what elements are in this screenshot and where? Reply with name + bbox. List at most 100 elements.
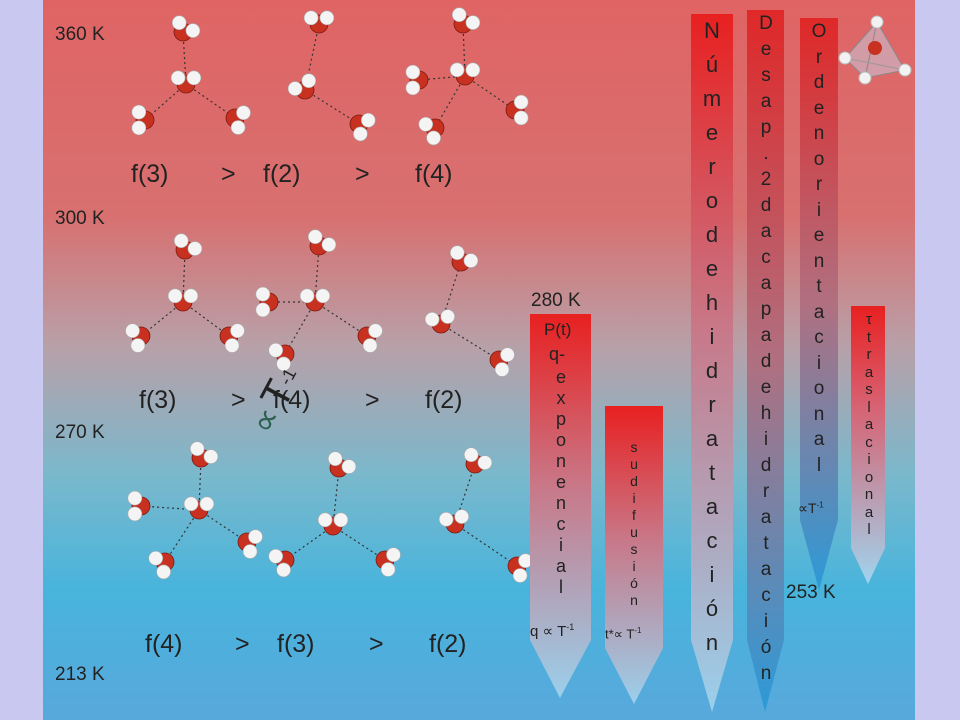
bar-letter: d bbox=[630, 473, 638, 489]
bar-letter: a bbox=[813, 301, 825, 323]
water-molecule bbox=[237, 529, 263, 559]
water-molecule bbox=[219, 323, 245, 353]
bar-letter: i bbox=[559, 535, 563, 555]
bar-letter: a bbox=[555, 556, 566, 576]
bar-letter: u bbox=[630, 524, 638, 540]
bar-letter: i bbox=[816, 199, 822, 221]
hydrogen-bond bbox=[464, 75, 516, 111]
bar-letter: n bbox=[555, 451, 566, 471]
bar-letter: p bbox=[760, 299, 772, 320]
rank-first: f(4) bbox=[145, 630, 183, 658]
water-molecule bbox=[451, 7, 481, 34]
hydrogen-bond bbox=[462, 23, 466, 77]
bar-letter: τ bbox=[866, 311, 872, 328]
bar-letter: ó bbox=[630, 575, 638, 591]
bar-letter: c bbox=[814, 327, 824, 348]
temp-label-280: 280 K bbox=[531, 290, 581, 311]
ptq-foot: q ∝ T-1 bbox=[530, 622, 574, 640]
diffusion-foot-exp: -1 bbox=[634, 626, 642, 635]
water-molecule bbox=[418, 116, 445, 146]
bar-letter: D bbox=[759, 13, 773, 34]
bar-letter: e bbox=[705, 120, 719, 145]
bar-letter: . bbox=[763, 143, 769, 164]
bar-letter: i bbox=[763, 429, 769, 450]
tetrahedron-icon bbox=[838, 15, 912, 85]
bar-letter: e bbox=[813, 225, 825, 246]
bar-ptq bbox=[530, 314, 591, 698]
water-molecule bbox=[268, 342, 295, 372]
water-molecule bbox=[268, 548, 295, 578]
bar-letter: i bbox=[816, 352, 822, 374]
temp-label-253: 253 K bbox=[786, 582, 836, 603]
bar-letter: e bbox=[705, 256, 719, 281]
bar-letter: e bbox=[760, 377, 772, 398]
hydrogen-bond bbox=[304, 89, 360, 125]
bar-letter: c bbox=[706, 528, 718, 553]
bar-letter: s bbox=[630, 439, 638, 455]
bar-letter: d bbox=[760, 455, 772, 476]
bar-letter: d bbox=[760, 351, 772, 372]
hydrogen-bond bbox=[182, 249, 186, 303]
hydrogen-bond bbox=[314, 301, 368, 337]
bar-letter: d bbox=[813, 72, 825, 93]
rank-second: f(2) bbox=[263, 160, 301, 188]
water-molecule bbox=[173, 233, 203, 260]
bar-letter: c bbox=[761, 585, 771, 606]
water-molecule bbox=[131, 104, 155, 136]
bar-letter: d bbox=[760, 195, 772, 216]
bar-letter: h bbox=[760, 403, 772, 424]
bar-letter: i bbox=[632, 490, 636, 506]
bar-letter: x bbox=[556, 388, 566, 408]
bar-letter: a bbox=[760, 559, 772, 580]
bar-letter: m bbox=[702, 86, 722, 111]
ptq-head: P(t) bbox=[544, 320, 572, 339]
bar-letter: h bbox=[705, 290, 719, 315]
rank-op-2: > bbox=[365, 386, 380, 414]
bar-letter: c bbox=[556, 514, 566, 534]
rank-first: f(3) bbox=[131, 160, 169, 188]
water-molecule bbox=[299, 288, 331, 312]
bar-letter: p bbox=[555, 409, 566, 429]
bar-letter: a bbox=[813, 429, 825, 450]
bar-translational bbox=[851, 306, 885, 584]
bar-letter: i bbox=[709, 324, 715, 349]
bar-letter: u bbox=[630, 456, 638, 472]
rank-op-1: > bbox=[231, 386, 246, 414]
bar-letter: ó bbox=[705, 596, 719, 621]
bar-letter: s bbox=[761, 65, 771, 86]
bar-letter: r bbox=[762, 481, 770, 502]
bar-letter: 2 bbox=[760, 169, 772, 190]
bar-letter: o bbox=[864, 468, 874, 486]
bar-letter: e bbox=[555, 367, 566, 387]
bar-letter: t bbox=[816, 276, 822, 297]
bar-letter: ó bbox=[760, 637, 772, 658]
water-molecule bbox=[463, 447, 493, 474]
water-molecule bbox=[489, 347, 515, 377]
bar-letter: e bbox=[760, 39, 772, 60]
water-molecule bbox=[255, 286, 279, 318]
bar-letter: t bbox=[708, 460, 716, 485]
orientational-foot-exp: -1 bbox=[816, 500, 824, 510]
water-molecule bbox=[449, 62, 481, 86]
hydrogen-bond bbox=[284, 301, 316, 355]
rank-op-1: > bbox=[221, 160, 236, 188]
bar-letter: e bbox=[813, 97, 825, 119]
bar-letter: l bbox=[559, 577, 563, 597]
bar-letter: f bbox=[632, 507, 636, 523]
orientational-foot: ∝T-1 bbox=[798, 500, 824, 517]
water-molecule bbox=[189, 441, 219, 468]
bar-letter: a bbox=[705, 494, 719, 519]
water-molecule bbox=[327, 451, 357, 478]
bar-letter: r bbox=[866, 346, 872, 363]
bar-letter: a bbox=[760, 91, 772, 112]
bar-letter: n bbox=[705, 630, 719, 655]
bar-letter: n bbox=[630, 592, 638, 608]
rank-third: f(2) bbox=[425, 386, 463, 414]
bar-hydration-number bbox=[691, 14, 733, 712]
hydrogen-bond bbox=[198, 457, 202, 511]
bar-letter: a bbox=[864, 503, 874, 521]
bar-letter: i bbox=[709, 562, 715, 587]
water-molecule bbox=[438, 509, 469, 534]
hydrogen-bond bbox=[440, 323, 500, 361]
